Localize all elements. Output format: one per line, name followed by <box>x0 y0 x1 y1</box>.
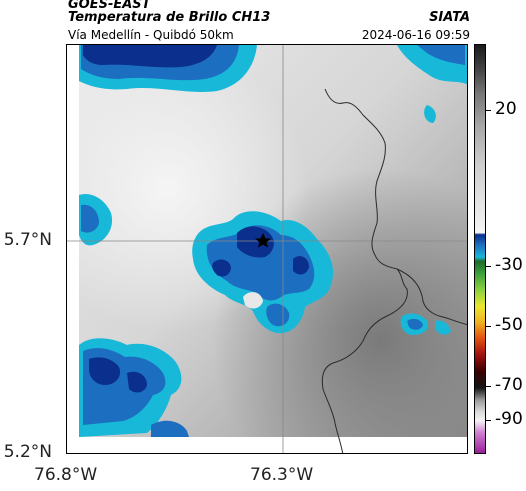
colorbar-tick-m90: -90 <box>495 409 523 429</box>
colorbar-tickmark <box>486 326 491 327</box>
product-title: Temperatura de Brillo CH13 <box>68 10 271 25</box>
cloud-top-right <box>397 45 467 123</box>
lat-tick-5.7: 5.7°N <box>3 230 52 250</box>
timestamp: 2024-06-16 09:59 <box>361 28 470 42</box>
cloud-top-left <box>79 45 257 92</box>
cloud-bottom-left <box>79 338 189 437</box>
map-canvas <box>67 45 467 453</box>
satellite-label: GOES-EAST <box>68 0 151 12</box>
star-icon <box>255 233 271 248</box>
colorbar-tick-m70: -70 <box>495 375 523 395</box>
cloud-central <box>192 211 334 334</box>
cloud-right-small <box>400 313 451 335</box>
satellite-map[interactable] <box>66 44 468 454</box>
border-line-east <box>396 268 467 326</box>
colorbar-tick-m50: -50 <box>495 315 523 335</box>
colorbar-tickmark <box>486 386 491 387</box>
lat-tick-5.2: 5.2°N <box>3 442 52 462</box>
colorbar-tickmark <box>486 266 491 267</box>
colorbar-tickmark <box>486 110 491 111</box>
org-label: SIATA <box>429 10 470 25</box>
colorbar-tickmark <box>486 420 491 421</box>
lon-tick-76.3: 76.3°W <box>250 465 314 485</box>
route-subtitle: Vía Medellín - Quibdó 50km <box>68 28 234 42</box>
cloud-left-mid <box>79 193 113 246</box>
colorbar <box>474 44 486 454</box>
colorbar-tick-20: 20 <box>495 99 517 119</box>
lon-tick-76.8: 76.8°W <box>34 465 98 485</box>
colorbar-tick-m30: -30 <box>495 255 523 275</box>
bottom-blank-strip <box>79 437 467 453</box>
left-blank-strip <box>67 45 79 453</box>
